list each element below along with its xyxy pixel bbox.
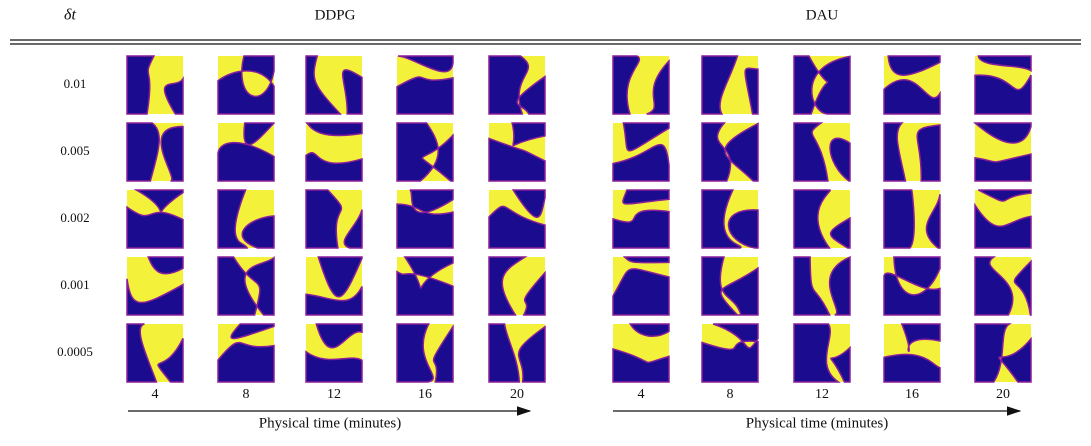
tile-pattern — [217, 122, 275, 182]
row-label: 0.0005 — [57, 344, 93, 359]
tile-pattern — [305, 55, 363, 115]
tile-pattern — [488, 189, 546, 249]
tile-pattern — [305, 256, 363, 316]
row-label: 0.005 — [60, 143, 89, 158]
time-label: 12 — [327, 387, 341, 402]
parameter-header: δt — [64, 7, 76, 24]
tile-pattern — [701, 323, 759, 383]
tile-pattern — [974, 323, 1032, 383]
tile-pattern — [793, 122, 851, 182]
time-label: 8 — [727, 387, 734, 402]
tile-pattern — [973, 122, 1032, 182]
tile-pattern — [793, 55, 851, 115]
tile-pattern — [217, 323, 275, 383]
tile-pattern — [883, 122, 941, 182]
tile-pattern — [612, 189, 670, 249]
time-label: 4 — [152, 387, 159, 402]
tile-pattern — [701, 256, 759, 316]
tile-pattern — [488, 323, 546, 383]
row-label: 0.01 — [64, 76, 87, 91]
tile-pattern — [612, 122, 670, 182]
tile-pattern — [126, 122, 184, 182]
tile-pattern — [883, 189, 941, 249]
tile-pattern — [488, 122, 546, 182]
tile-pattern — [126, 55, 184, 115]
tile-pattern — [612, 55, 670, 115]
group-title: DDPG — [315, 7, 356, 23]
time-label: 4 — [638, 387, 645, 402]
tile-pattern — [396, 323, 454, 383]
tile-pattern — [612, 256, 670, 316]
tile-pattern — [701, 122, 759, 182]
time-label: 20 — [996, 387, 1010, 402]
tile-pattern — [305, 323, 363, 383]
axis-label: Physical time (minutes) — [746, 415, 888, 431]
tile-pattern — [126, 256, 184, 316]
tile-pattern — [217, 255, 275, 316]
tile-pattern — [126, 323, 184, 383]
tile-pattern — [126, 189, 184, 249]
tile-pattern — [396, 189, 454, 249]
tile-pattern — [488, 55, 546, 115]
tile-pattern — [396, 122, 454, 182]
tile-pattern — [217, 189, 275, 249]
time-label: 12 — [815, 387, 829, 402]
tile-pattern — [305, 122, 363, 182]
tile-pattern — [793, 255, 851, 316]
tile-pattern — [793, 189, 851, 249]
tile-pattern — [883, 55, 941, 115]
tile-pattern — [883, 256, 941, 316]
row-label: 0.001 — [60, 277, 89, 292]
row-label: 0.002 — [60, 210, 89, 225]
tile-pattern — [612, 323, 670, 383]
tile-pattern — [396, 55, 454, 115]
tile-pattern — [883, 323, 941, 383]
axis-label: Physical time (minutes) — [259, 415, 401, 431]
time-label: 16 — [418, 387, 432, 402]
tile-pattern — [396, 256, 454, 316]
tile-pattern — [488, 256, 546, 316]
tile-pattern — [793, 323, 851, 383]
tile-pattern — [974, 189, 1032, 249]
tile-pattern — [217, 55, 275, 115]
tile-pattern — [974, 256, 1032, 316]
time-label: 16 — [905, 387, 919, 402]
time-label: 8 — [243, 387, 250, 402]
tile-pattern — [701, 55, 759, 115]
time-label: 20 — [510, 387, 524, 402]
tile-pattern — [701, 189, 759, 249]
tile-pattern — [974, 55, 1032, 115]
tile-pattern — [305, 189, 363, 249]
group-title: DAU — [806, 7, 839, 23]
